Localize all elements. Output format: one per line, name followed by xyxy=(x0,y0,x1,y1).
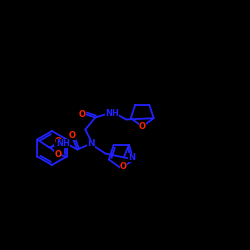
Text: O: O xyxy=(120,162,127,171)
Text: O: O xyxy=(54,150,61,159)
Text: O: O xyxy=(139,122,146,131)
Text: O: O xyxy=(69,131,76,140)
Text: NH: NH xyxy=(56,139,70,148)
Text: NH: NH xyxy=(105,109,119,118)
Text: N: N xyxy=(128,153,135,162)
Text: O: O xyxy=(54,137,61,146)
Text: N: N xyxy=(88,139,95,148)
Text: O: O xyxy=(79,110,86,119)
